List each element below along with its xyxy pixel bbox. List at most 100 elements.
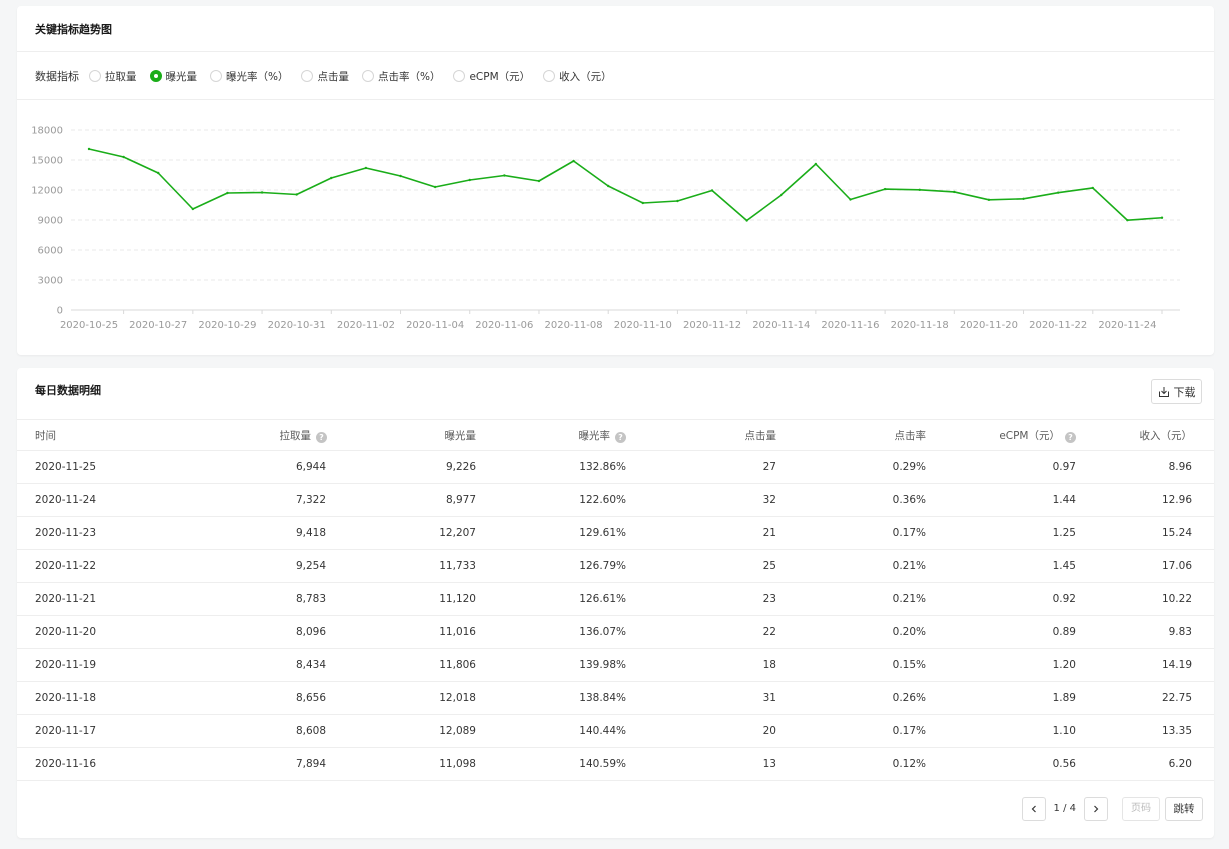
table-cell: 126.61% <box>579 593 626 605</box>
metric-option-label: 点击率（%） <box>377 70 441 83</box>
x-tick-label: 2020-11-20 <box>960 320 1018 331</box>
column-header: 曝光率? <box>579 420 626 452</box>
radio-checked-icon[interactable] <box>149 70 162 82</box>
data-point <box>433 185 437 189</box>
trend-card-title: 关键指标趋势图 <box>35 23 112 36</box>
x-tick-label: 2020-11-12 <box>683 320 741 331</box>
metric-option[interactable]: 曝光率（%） <box>210 69 288 84</box>
table-cell: 0.29% <box>892 461 926 473</box>
help-icon[interactable]: ? <box>615 432 626 443</box>
table-cell: 2020-11-25 <box>35 461 97 473</box>
table-cell: 10.22 <box>1161 593 1192 605</box>
table-cell: 2020-11-17 <box>35 725 97 737</box>
metric-selector-label: 数据指标 <box>35 70 79 83</box>
table-cell: 2020-11-23 <box>35 527 97 539</box>
y-tick-label: 6000 <box>38 246 63 257</box>
data-table: 时间 拉取量? 曝光量 曝光率? 点击量 点击率 eCPM（元）? 收入（元） 2020-11… <box>17 419 1214 781</box>
table-cell: 23 <box>762 593 776 605</box>
radio-unchecked-icon[interactable] <box>301 70 314 82</box>
radio-unchecked-icon[interactable] <box>361 70 374 82</box>
pagination: 1 / 4 跳转 <box>1021 796 1203 821</box>
help-icon[interactable]: ? <box>1065 432 1076 443</box>
help-icon[interactable]: ? <box>316 432 327 443</box>
table-cell: 8,656 <box>295 692 326 704</box>
table-cell: 2020-11-19 <box>35 659 97 671</box>
radio-unchecked-icon[interactable] <box>543 70 556 82</box>
metric-option-label: 点击量 <box>317 70 349 83</box>
table-cell: 0.97 <box>1052 461 1076 473</box>
data-point <box>641 201 645 205</box>
jump-button[interactable]: 跳转 <box>1165 796 1203 821</box>
table-cell: 0.17% <box>892 527 926 539</box>
table-cell: 0.89 <box>1052 626 1076 638</box>
table-cell: 12,207 <box>439 527 476 539</box>
x-tick-label: 2020-11-08 <box>545 320 603 331</box>
page-number-input[interactable] <box>1122 796 1160 821</box>
x-tick-label: 2020-11-22 <box>1029 320 1087 331</box>
metric-option[interactable]: eCPM（元） <box>453 69 530 84</box>
data-point <box>953 190 956 194</box>
table-cell: 139.98% <box>579 659 626 671</box>
table-cell: 1.25 <box>1052 527 1076 539</box>
table-cell: 2020-11-18 <box>35 692 97 704</box>
data-point <box>1126 219 1129 222</box>
y-tick-label: 3000 <box>38 276 63 287</box>
next-page-button[interactable] <box>1084 796 1108 821</box>
table-cell: 31 <box>762 692 776 704</box>
data-point <box>295 193 298 196</box>
table-cell: 0.56 <box>1052 758 1076 770</box>
radio-unchecked-icon[interactable] <box>89 70 101 82</box>
column-header: 拉取量? <box>280 420 327 452</box>
table-cell: 122.60% <box>579 494 626 506</box>
data-point <box>1022 197 1025 200</box>
metric-option[interactable]: 点击率（%） <box>361 69 441 84</box>
data-point <box>468 178 471 182</box>
radio-unchecked-icon[interactable] <box>210 70 222 82</box>
column-header: 时间 <box>35 420 56 452</box>
column-header-label: 曝光量 <box>444 430 477 442</box>
table-row: 2020-11-18 8,656 12,018 138.84% 31 0.26% 1.89 2… <box>17 682 1214 715</box>
x-tick-label: 2020-11-18 <box>891 320 949 331</box>
radio-unchecked-icon[interactable] <box>453 70 466 82</box>
column-header-label: 收入（元） <box>1139 430 1193 442</box>
table-cell: 8,096 <box>295 626 326 638</box>
table-cell: 8,783 <box>295 593 326 605</box>
table-cell: 12,018 <box>439 692 476 704</box>
table-cell: 8,977 <box>445 494 476 506</box>
column-header: 点击量 <box>745 420 777 452</box>
metric-option[interactable]: 拉取量 <box>89 69 137 84</box>
data-point <box>883 187 887 191</box>
table-cell: 2020-11-20 <box>35 626 97 638</box>
metric-option[interactable]: 曝光量 <box>149 69 197 84</box>
download-button[interactable]: 下载 <box>1151 379 1202 404</box>
table-cell: 9,254 <box>295 560 326 572</box>
table-cell: 32 <box>762 494 776 506</box>
x-tick-label: 2020-11-06 <box>475 320 533 331</box>
table-cell: 1.10 <box>1052 725 1076 737</box>
table-cell: 0.17% <box>892 725 926 737</box>
table-cell: 9,226 <box>445 461 476 473</box>
prev-page-button[interactable] <box>1021 796 1046 821</box>
column-header-label: 点击率 <box>894 430 927 442</box>
y-tick-label: 12000 <box>31 186 63 197</box>
x-tick-label: 2020-10-31 <box>268 320 326 331</box>
x-tick-label: 2020-11-16 <box>821 320 879 331</box>
column-header: 曝光量 <box>445 420 477 452</box>
table-cell: 12,089 <box>439 725 476 737</box>
data-point <box>503 174 506 177</box>
table-cell: 11,806 <box>439 659 476 671</box>
table-row: 2020-11-23 9,418 12,207 129.61% 21 0.17% 1.25 1… <box>17 517 1214 550</box>
data-point <box>87 147 91 151</box>
table-cell: 129.61% <box>579 527 626 539</box>
metric-option-label: 曝光率（%） <box>226 70 289 83</box>
metric-option[interactable]: 收入（元） <box>543 69 612 84</box>
table-cell: 0.21% <box>892 593 926 605</box>
metric-option[interactable]: 点击量 <box>301 69 349 84</box>
table-cell: 8,608 <box>295 725 326 737</box>
table-cell: 0.92 <box>1052 593 1076 605</box>
x-tick-label: 2020-10-25 <box>60 320 118 331</box>
x-tick-label: 2020-11-24 <box>1098 320 1156 331</box>
table-cell: 13 <box>762 758 776 770</box>
x-tick-label: 2020-11-10 <box>614 320 672 331</box>
data-point <box>814 162 818 166</box>
